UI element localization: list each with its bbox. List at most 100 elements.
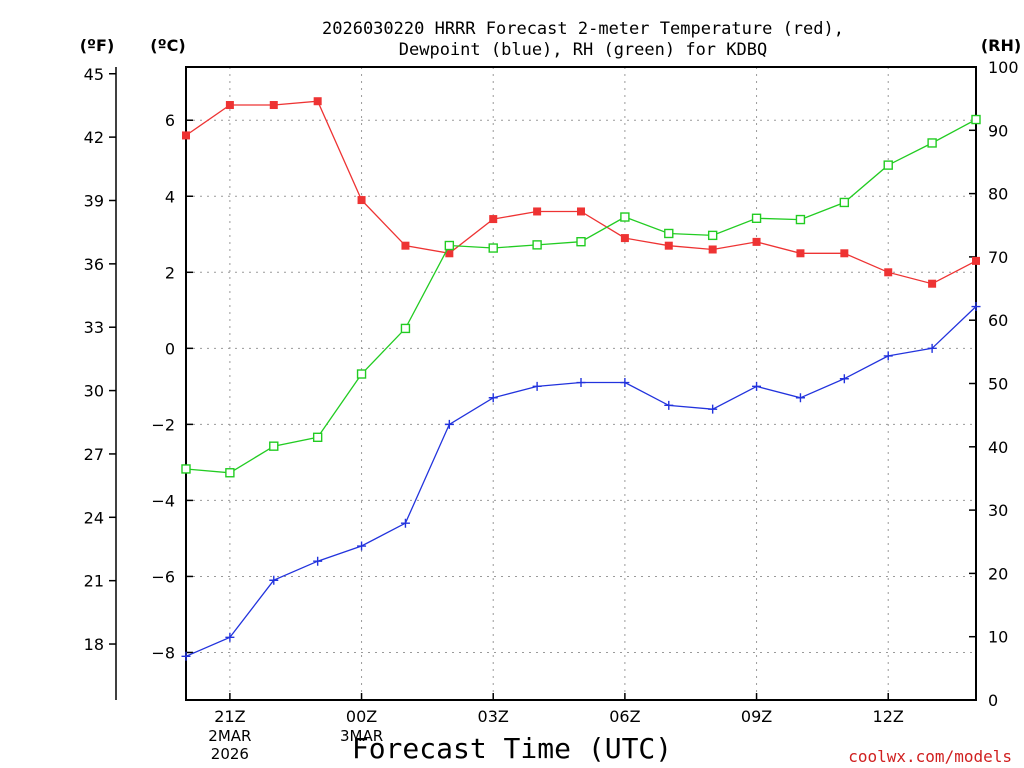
fahrenheit-tick-label: 36 xyxy=(84,255,104,274)
rh-point xyxy=(312,432,323,443)
dewpoint-point xyxy=(927,343,937,353)
celsius-tick-label: 4 xyxy=(165,187,175,206)
rh-tick-label: 60 xyxy=(988,311,1008,330)
celsius-tick-label: −4 xyxy=(151,491,175,510)
fahrenheit-tick-label: 27 xyxy=(84,445,104,464)
dewpoint-point xyxy=(444,419,454,429)
time-tick-label: 09Z xyxy=(741,707,772,726)
rh-point xyxy=(225,468,235,478)
celsius-tick-label: 0 xyxy=(165,339,175,358)
dewpoint-point xyxy=(488,393,498,403)
rh-unit-label: (RH) xyxy=(981,36,1021,55)
celsius-axis: 6 4 2 0 −2 −4 −6 −8 xyxy=(151,111,193,662)
dewpoint-point xyxy=(971,302,981,312)
dewpoint-point xyxy=(400,518,410,528)
2-meter-temperature-point xyxy=(577,207,585,216)
fahrenheit-tick-label: 30 xyxy=(84,382,104,401)
rh-point xyxy=(400,323,411,334)
2-meter-temperature-point xyxy=(401,241,410,250)
2-meter-temperature-point xyxy=(664,241,673,250)
dewpoint-point xyxy=(708,404,718,414)
dewpoint-point xyxy=(664,400,674,410)
dewpoint-point xyxy=(839,374,849,384)
rh-tick-label: 30 xyxy=(988,501,1008,520)
time-tick-label: 06Z xyxy=(609,707,640,726)
rh-point xyxy=(883,160,893,170)
dewpoint-point xyxy=(795,393,805,403)
rh-tick-label: 90 xyxy=(988,121,1008,140)
fahrenheit-tick-label: 39 xyxy=(84,191,104,210)
rh-series xyxy=(181,114,981,478)
dewpoint-point xyxy=(357,541,367,551)
rh-point xyxy=(839,197,850,208)
rh-point xyxy=(664,228,674,239)
rh-point xyxy=(927,138,937,148)
rh-tick-label: 70 xyxy=(988,248,1008,267)
2-meter-temperature-point xyxy=(972,256,980,265)
2-meter-temperature-point xyxy=(445,249,454,258)
source-credit: coolwx.com/models xyxy=(848,747,1012,766)
dewpoint-point xyxy=(752,381,762,391)
dewpoint-point xyxy=(883,351,893,361)
date-label: 2026 xyxy=(211,745,249,763)
rh-point xyxy=(707,230,718,241)
rh-point xyxy=(532,240,542,250)
rh-tick-label: 20 xyxy=(988,564,1008,583)
rh-tick-label: 0 xyxy=(988,691,998,710)
celsius-tick-label: 6 xyxy=(165,111,175,130)
rh-tick-label: 100 xyxy=(988,58,1019,77)
date-label: 2MAR xyxy=(208,727,251,745)
2-meter-temperature-line xyxy=(185,100,977,285)
series-layer xyxy=(181,97,981,661)
rh-point xyxy=(444,240,455,251)
2-meter-temperature-point xyxy=(884,268,893,277)
2-meter-temperature-point xyxy=(708,245,717,254)
celsius-tick-label: −6 xyxy=(151,567,175,586)
plot-frame xyxy=(185,66,977,701)
2-meter-temperature-point xyxy=(928,279,937,288)
rh-point xyxy=(751,213,762,223)
2-meter-temperature-point xyxy=(840,249,849,258)
time-tick-label: 03Z xyxy=(478,707,509,726)
fahrenheit-tick-label: 24 xyxy=(84,508,104,527)
2-meter-temperature-point xyxy=(225,101,234,110)
dewpoint-point xyxy=(532,381,542,391)
rh-tick-label: 40 xyxy=(988,438,1008,457)
fahrenheit-axis: 45 42 39 36 33 30 27 24 21 18 xyxy=(84,65,116,654)
time-tick-label: 21Z xyxy=(214,707,245,726)
rh-point xyxy=(795,214,806,225)
celsius-unit-label: (ºC) xyxy=(150,36,185,55)
dewpoint-point xyxy=(576,378,586,388)
rh-point xyxy=(269,441,279,451)
2-meter-temperature-point xyxy=(489,215,498,224)
2-meter-temperature-point xyxy=(752,237,761,246)
rh-tick-label: 80 xyxy=(988,185,1008,204)
celsius-tick-label: −2 xyxy=(151,415,175,434)
fahrenheit-tick-label: 18 xyxy=(84,635,104,654)
dewpoint-point xyxy=(269,575,279,585)
2-meter-temperature-point xyxy=(796,249,805,258)
dewpoint-point xyxy=(225,632,235,642)
fahrenheit-tick-label: 33 xyxy=(84,318,104,337)
rh-point xyxy=(971,114,981,125)
rh-tick-label: 50 xyxy=(988,375,1008,394)
dewpoint-point xyxy=(313,556,323,566)
fahrenheit-tick-label: 21 xyxy=(84,572,104,591)
rh-point xyxy=(576,237,586,247)
2-meter-temperature-series xyxy=(182,97,980,288)
chart-title-line-2: Dewpoint (blue), RH (green) for KDBQ xyxy=(399,40,767,60)
fahrenheit-tick-label: 42 xyxy=(84,128,104,147)
2-meter-temperature-point xyxy=(269,101,278,110)
dewpoint-series xyxy=(181,302,981,661)
dewpoint-point xyxy=(181,651,191,661)
rh-point xyxy=(356,369,367,379)
rh-point xyxy=(620,212,630,222)
dewpoint-point xyxy=(620,378,630,388)
2-meter-temperature-point xyxy=(313,97,322,106)
time-tick-label: 12Z xyxy=(873,707,904,726)
date-label: 3MAR xyxy=(340,727,383,745)
2-meter-temperature-point xyxy=(182,131,190,140)
